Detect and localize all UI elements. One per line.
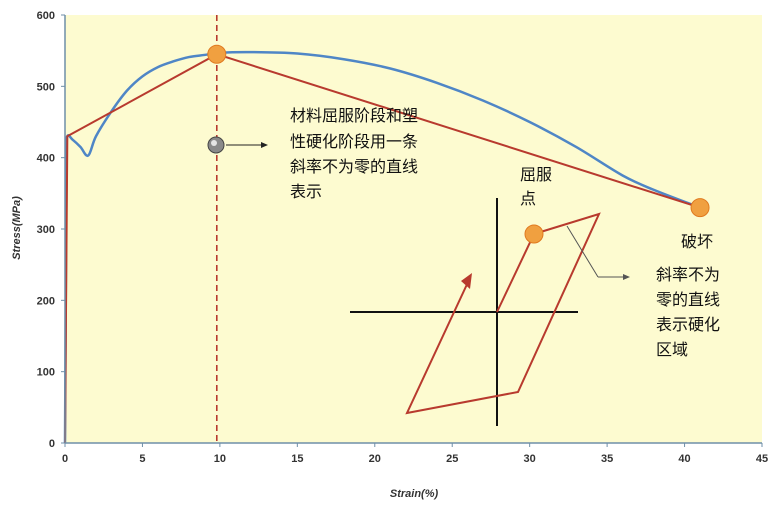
hardening-region-line-2: 零的直线 xyxy=(656,290,720,309)
hardening-pointer-diagonal xyxy=(566,225,599,278)
x-tick-label: 10 xyxy=(214,453,226,465)
x-tick-label: 0 xyxy=(62,453,68,465)
y-tick-label: 300 xyxy=(37,224,55,236)
hardening-region-line-4: 区域 xyxy=(656,340,688,359)
y-tick-label: 400 xyxy=(37,153,55,165)
y-tick-label: 0 xyxy=(49,438,55,450)
x-tick-label: 30 xyxy=(524,453,536,465)
plot-area-background xyxy=(65,15,762,443)
hysteresis-sketch xyxy=(350,198,630,426)
y-tick-label: 100 xyxy=(37,367,55,379)
x-tick-label: 5 xyxy=(139,453,145,465)
hysteresis-loop xyxy=(405,212,601,415)
x-axis-label: Strain(%) xyxy=(390,488,439,500)
fracture-marker xyxy=(690,198,710,218)
hardening-note-line-3: 斜率不为零的直线 xyxy=(290,157,418,176)
hardening-region-line-3: 表示硬化 xyxy=(656,315,720,334)
x-tick-label: 45 xyxy=(756,453,768,465)
hardening-pointer-arrowhead xyxy=(623,274,630,280)
hardening-region-line-1: 斜率不为 xyxy=(656,265,720,284)
x-tick-label: 20 xyxy=(369,453,381,465)
x-tick-label: 35 xyxy=(601,453,613,465)
hardening-note-line-1: 材料屈服阶段和塑 xyxy=(290,106,418,125)
y-axis-label: Stress(MPa) xyxy=(11,196,23,260)
stress-strain-curve xyxy=(63,50,701,444)
hardening-note-line-2: 性硬化阶段用一条 xyxy=(290,132,418,151)
x-tick-label: 15 xyxy=(291,453,303,465)
yield-marker xyxy=(207,44,227,64)
hysteresis-arrowhead xyxy=(461,273,472,289)
callout-arrowhead xyxy=(261,142,268,148)
x-tick-label: 25 xyxy=(446,453,458,465)
y-tick-label: 600 xyxy=(37,10,55,22)
bilinear-approximation-line xyxy=(64,53,701,444)
callout-dot-highlight xyxy=(211,140,217,146)
callout-pointer xyxy=(207,136,268,154)
yield-point-marker xyxy=(524,224,544,244)
x-tick-label: 40 xyxy=(678,453,690,465)
yield-point-label-line-2: 点 xyxy=(520,189,536,208)
fracture-label: 破坏 xyxy=(681,232,713,251)
y-tick-label: 200 xyxy=(37,295,55,307)
y-tick-label: 500 xyxy=(37,81,55,93)
hardening-note-line-4: 表示 xyxy=(290,182,322,201)
yield-point-label-line-1: 屈服 xyxy=(520,165,552,184)
